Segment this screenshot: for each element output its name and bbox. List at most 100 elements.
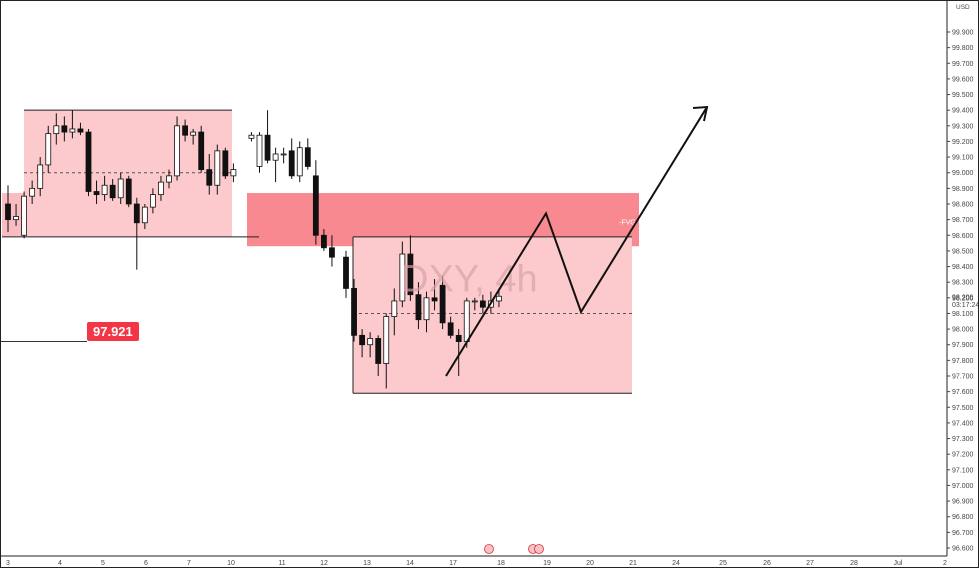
candle-body — [248, 134, 255, 139]
candle-body — [264, 134, 271, 161]
price-label: 97.921 — [87, 322, 139, 341]
zones-layer — [1, 109, 639, 394]
time-tick-label: 27 — [806, 560, 814, 567]
time-tick-label: 13 — [363, 560, 371, 567]
event-flag-icon — [484, 544, 494, 554]
candle-body — [93, 191, 100, 196]
candle-body — [37, 164, 44, 189]
candle-body — [214, 150, 221, 186]
candle-body — [45, 133, 52, 166]
candle-body — [288, 150, 295, 177]
candle-body — [496, 295, 502, 302]
candle-body — [296, 147, 303, 177]
candle-body — [69, 128, 76, 133]
price-tick-label: 97.700 — [952, 374, 974, 381]
time-tick-label: 28 — [850, 560, 858, 567]
candle-body — [109, 184, 116, 199]
candle-body — [399, 253, 406, 302]
time-tick-label: 18 — [497, 560, 505, 567]
candle-body — [280, 153, 287, 156]
time-tick-label: 26 — [763, 560, 771, 567]
candle-body — [174, 125, 180, 177]
time-tick-label: 5 — [101, 560, 105, 567]
candle-body — [407, 253, 414, 296]
price-tick-label: 99.700 — [952, 61, 974, 68]
countdown-label: 03:17:24 — [952, 302, 978, 309]
candle-body — [351, 288, 357, 336]
time-axis: 3 4 5 6 7 10 11 12 13 14 17 18 19 20 21 24 25 26 27 28 Jul 2 — [1, 544, 947, 567]
candle-body — [5, 203, 11, 221]
candle-body — [117, 178, 124, 199]
candle-body — [182, 125, 189, 136]
candle-body — [256, 134, 263, 167]
price-tick-label: 99.800 — [952, 45, 974, 52]
candle-body — [479, 300, 486, 308]
candle-body — [101, 184, 108, 196]
event-flag-icon — [534, 544, 544, 554]
price-axis: USD 99.900 99.800 99.700 99.600 99.500 99.400 9… — [946, 1, 979, 556]
candle-body — [133, 203, 140, 224]
price-tick-label: 97.200 — [952, 452, 974, 459]
candle-body — [230, 169, 237, 177]
candle-body — [61, 125, 68, 133]
candle-body — [158, 181, 164, 196]
time-tick-label: 7 — [187, 560, 191, 567]
candle-body — [447, 322, 454, 336]
time-tick-label: 11 — [278, 560, 285, 567]
candle-body — [367, 338, 374, 346]
time-tick-label: 12 — [320, 560, 328, 567]
candle-body — [13, 216, 19, 221]
candle-body — [166, 175, 172, 183]
price-tick-label: 99.100 — [952, 155, 974, 162]
candle-body — [455, 334, 462, 343]
candle-body — [125, 178, 132, 205]
projection-arrowhead — [692, 105, 709, 122]
candle-body — [53, 125, 60, 135]
candle-body — [77, 128, 84, 133]
price-tick-label: 99.300 — [952, 123, 974, 130]
candle-body — [383, 316, 390, 364]
price-tick-label: 99.400 — [952, 108, 974, 115]
candle-body — [312, 175, 319, 236]
price-tick-label: 97.900 — [952, 342, 974, 349]
time-tick-label: 25 — [719, 560, 727, 567]
candle-body — [320, 234, 327, 249]
time-tick-label: 24 — [672, 560, 680, 567]
price-tick-label: 99.000 — [952, 170, 974, 177]
candle-body — [141, 206, 148, 224]
price-tick-label: 99.600 — [952, 76, 974, 83]
price-tick-label: 98.900 — [952, 186, 974, 193]
price-tick-label: 98.200 — [952, 295, 974, 302]
time-tick-label: 3 — [6, 560, 10, 567]
fvg-label: -FVG — [619, 219, 636, 226]
currency-label: USD — [956, 4, 970, 11]
candle-body — [329, 247, 335, 258]
candle-body — [415, 294, 422, 321]
candle-body — [359, 334, 366, 346]
candle-body — [304, 147, 311, 167]
candle-body — [431, 297, 438, 302]
price-tick-label: 98.500 — [952, 248, 974, 255]
candle-body — [222, 150, 229, 177]
price-tick-label: 97.300 — [952, 436, 974, 443]
price-tick-label: 96.900 — [952, 499, 974, 506]
time-tick-label: 6 — [144, 560, 148, 567]
price-tick-label: 97.000 — [952, 483, 974, 490]
price-tick-label: 97.100 — [952, 467, 974, 474]
time-tick-label: 21 — [629, 560, 637, 567]
time-tick-label: 10 — [227, 560, 235, 567]
candle-body — [21, 195, 28, 236]
price-tick-label: 96.700 — [952, 530, 974, 537]
candle-body — [343, 256, 349, 289]
price-tick-label: 98.600 — [952, 233, 974, 240]
candle-body — [471, 300, 478, 303]
price-tick-label: 96.600 — [952, 546, 974, 553]
candle-body — [439, 284, 446, 324]
price-tick-label: 98.700 — [952, 217, 974, 224]
candle-body — [463, 300, 470, 343]
time-tick-label: 2 — [943, 560, 947, 567]
price-tick-label: 98.300 — [952, 280, 974, 287]
current-price-label: 98.206 — [952, 294, 974, 301]
